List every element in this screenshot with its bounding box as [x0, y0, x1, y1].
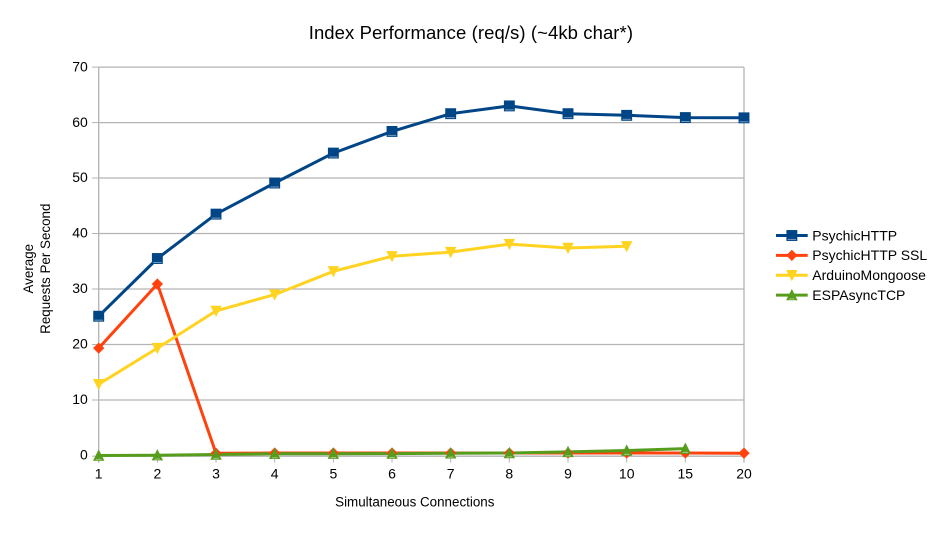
- svg-text:30: 30: [72, 280, 88, 296]
- svg-text:PsychicHTTP SSL: PsychicHTTP SSL: [812, 247, 927, 263]
- svg-text:Requests Per Second: Requests Per Second: [38, 204, 53, 334]
- svg-text:10: 10: [619, 465, 635, 481]
- svg-text:Average: Average: [21, 244, 36, 294]
- svg-text:9: 9: [564, 465, 572, 481]
- svg-text:ESPAsyncTCP: ESPAsyncTCP: [812, 287, 905, 303]
- svg-text:ArduinoMongoose: ArduinoMongoose: [812, 267, 926, 283]
- svg-text:Index Performance (req/s) (~4k: Index Performance (req/s) (~4kb char*): [309, 22, 633, 43]
- svg-text:40: 40: [72, 225, 88, 241]
- svg-text:20: 20: [736, 465, 752, 481]
- svg-text:70: 70: [72, 58, 88, 74]
- svg-text:20: 20: [72, 336, 88, 352]
- svg-text:3: 3: [212, 465, 220, 481]
- svg-text:PsychicHTTP: PsychicHTTP: [812, 227, 897, 243]
- svg-text:Simultaneous Connections: Simultaneous Connections: [335, 495, 495, 510]
- svg-text:0: 0: [80, 447, 88, 463]
- svg-text:1: 1: [95, 465, 103, 481]
- svg-text:2: 2: [154, 465, 162, 481]
- svg-text:5: 5: [330, 465, 338, 481]
- svg-text:7: 7: [447, 465, 455, 481]
- svg-text:6: 6: [388, 465, 396, 481]
- svg-text:60: 60: [72, 114, 88, 130]
- svg-text:8: 8: [505, 465, 513, 481]
- svg-text:4: 4: [271, 465, 279, 481]
- svg-text:50: 50: [72, 169, 88, 185]
- svg-text:10: 10: [72, 391, 88, 407]
- svg-text:15: 15: [678, 465, 694, 481]
